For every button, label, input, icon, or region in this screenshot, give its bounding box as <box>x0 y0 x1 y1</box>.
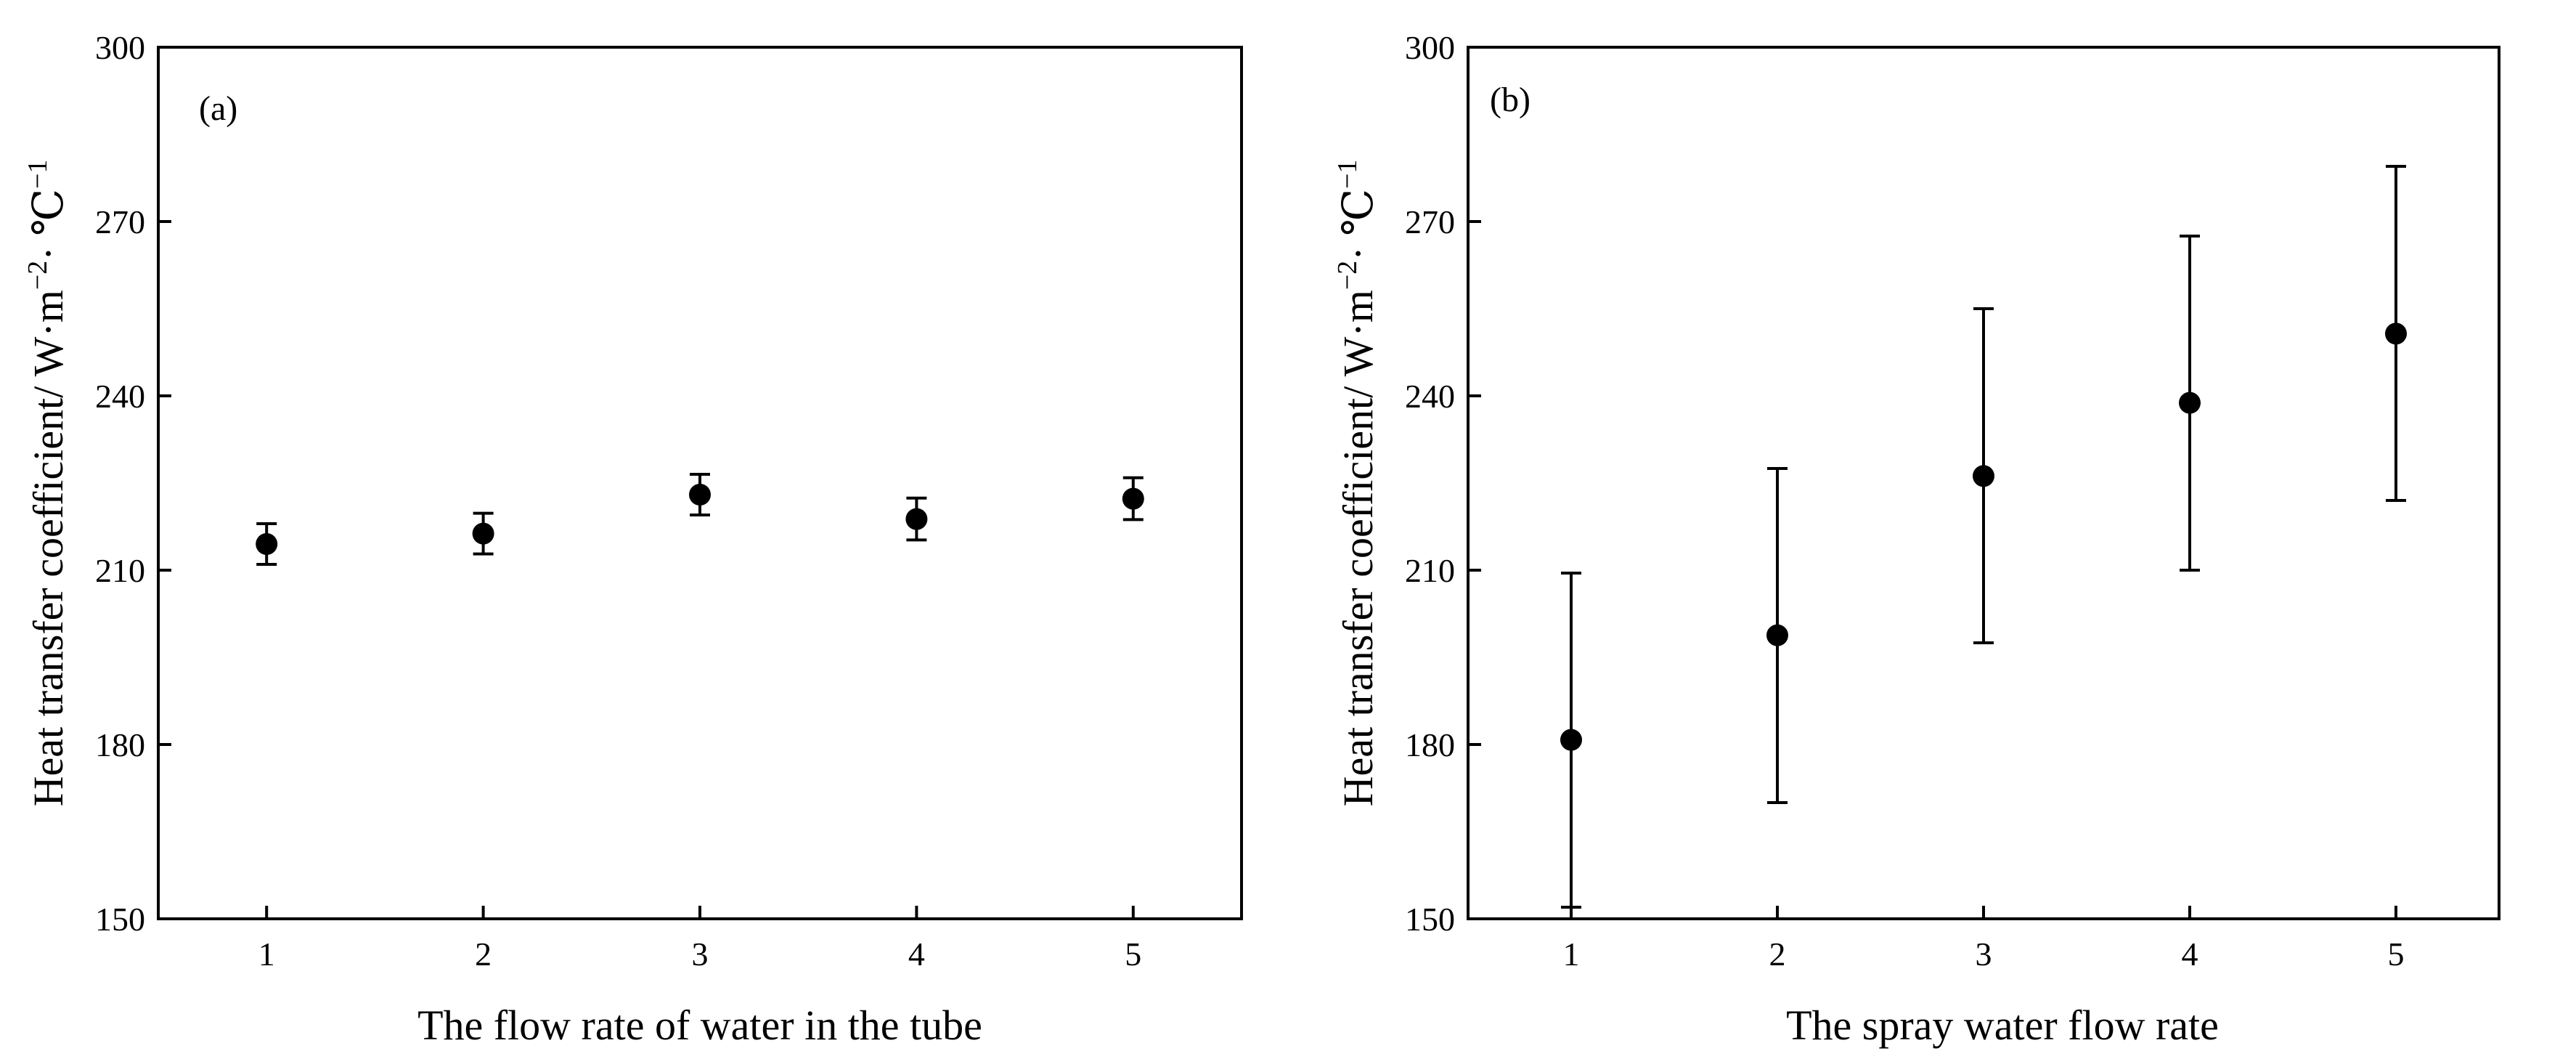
y-axis-title-a-main: Heat transfer coefficient/ W·m <box>25 290 72 806</box>
y-tick-label-b-150: 150 <box>1405 901 1455 938</box>
data-point-a-3 <box>689 484 711 506</box>
y-tick-label-a-300: 300 <box>95 29 145 66</box>
x-tick-label-a-1: 1 <box>258 936 275 973</box>
y-axis-title-b-main: Heat transfer coefficient/ W·m <box>1334 290 1382 806</box>
data-point-a-4 <box>905 508 928 530</box>
x-tick-label-b-5: 5 <box>2388 936 2405 973</box>
y-tick-label-b-300: 300 <box>1405 29 1455 66</box>
x-tick-label-a-5: 5 <box>1125 936 1141 973</box>
chart-panel-b: (b) The spray water flow rate Heat trans… <box>1332 29 2500 1049</box>
y-tick-label-a-240: 240 <box>95 378 145 415</box>
y-tick-label-b-240: 240 <box>1405 378 1455 415</box>
data-marks-b <box>1560 165 2407 909</box>
x-tick-label-b-2: 2 <box>1769 936 1786 973</box>
data-point-a-1 <box>256 533 278 555</box>
y-axis-title-b-sup2: −1 <box>1332 160 1363 189</box>
y-axis-title-b: Heat transfer coefficient/ W·m−2· ℃−1 <box>1332 160 1382 807</box>
y-tick-label-a-150: 150 <box>95 901 145 938</box>
data-point-a-2 <box>472 522 494 545</box>
panel-label-a: (a) <box>199 89 237 128</box>
y-tick-label-b-270: 270 <box>1405 203 1455 240</box>
y-axis-title-b-mid: · ℃ <box>1334 189 1382 261</box>
y-tick-label-a-270: 270 <box>95 203 145 240</box>
x-axis-title-b: The spray water flow rate <box>1786 1002 2219 1049</box>
chart-panel-a: (a) The flow rate of water in the tube H… <box>23 29 1243 1049</box>
x-tick-label-a-4: 4 <box>908 936 925 973</box>
data-point-b-1 <box>1560 729 1582 751</box>
data-point-b-2 <box>1766 624 1788 646</box>
y-tick-label-a-180: 180 <box>95 726 145 763</box>
y-tick-label-b-210: 210 <box>1405 552 1455 589</box>
x-tick-label-a-2: 2 <box>475 936 492 973</box>
y-axis-title-a-mid: · ℃ <box>25 189 72 261</box>
ticks-b: 1 2 3 4 5 150 180 210 240 270 300 <box>1405 29 2405 973</box>
y-axis-title-b-sup1: −2 <box>1332 261 1363 290</box>
x-tick-label-b-4: 4 <box>2182 936 2198 973</box>
y-axis-title-a: Heat transfer coefficient/ W·m−2· ℃−1 <box>23 160 72 807</box>
y-axis-title-a-sup2: −1 <box>23 160 53 189</box>
x-tick-label-a-3: 3 <box>692 936 709 973</box>
y-tick-label-b-180: 180 <box>1405 726 1455 763</box>
data-marks-a <box>256 473 1144 566</box>
x-tick-label-b-3: 3 <box>1976 936 1992 973</box>
x-axis-title-a: The flow rate of water in the tube <box>417 1002 982 1049</box>
ticks-a: 1 2 3 4 5 150 180 210 240 270 300 <box>95 29 1141 973</box>
data-point-b-3 <box>1973 465 1994 487</box>
y-axis-title-a-sup1: −2 <box>23 261 53 290</box>
y-tick-label-a-210: 210 <box>95 552 145 589</box>
x-tick-label-b-1: 1 <box>1563 936 1580 973</box>
data-point-a-5 <box>1122 487 1144 510</box>
data-point-b-4 <box>2179 391 2201 414</box>
panel-label-b: (b) <box>1490 81 1530 119</box>
data-point-b-5 <box>2385 322 2407 345</box>
